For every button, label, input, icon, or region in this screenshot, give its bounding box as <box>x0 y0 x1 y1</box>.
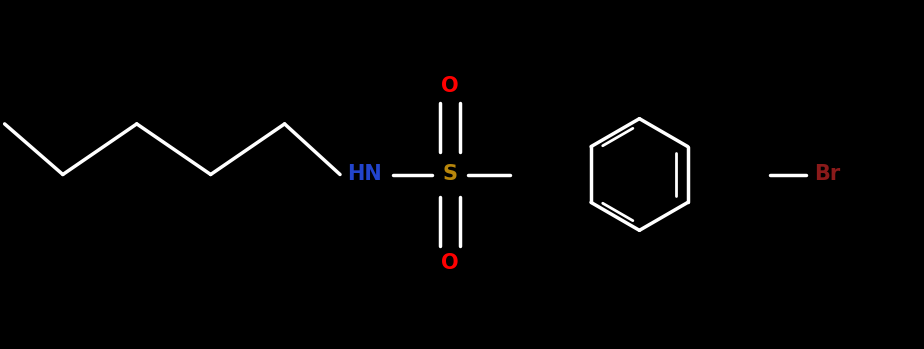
Text: O: O <box>441 253 459 274</box>
Text: O: O <box>441 75 459 96</box>
Text: Br: Br <box>814 164 840 185</box>
Text: S: S <box>443 164 457 185</box>
Text: HN: HN <box>347 164 383 185</box>
